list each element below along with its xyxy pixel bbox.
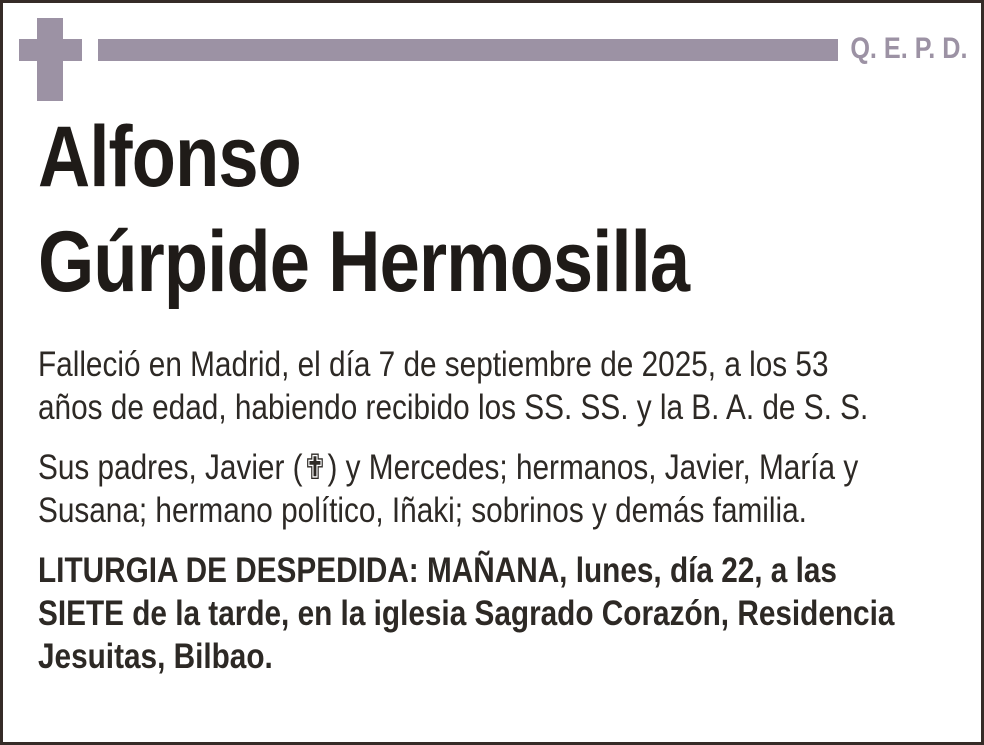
deceased-surnames: Gúrpide Hermosilla (38, 214, 690, 310)
death-notice-line-1: Falleció en Madrid, el día 7 de septiemb… (38, 345, 829, 384)
deceased-name: Alfonso Gúrpide Hermosilla (38, 105, 690, 315)
obituary-body: Falleció en Madrid, el día 7 de septiemb… (38, 343, 965, 695)
liturgy-line-1: LITURGIA DE DESPEDIDA: MAÑANA, lunes, dí… (38, 551, 837, 590)
header-rule (98, 39, 838, 61)
death-notice-paragraph: Falleció en Madrid, el día 7 de septiemb… (38, 343, 965, 429)
death-notice-line-2: años de edad, habiendo recibido los SS. … (38, 388, 869, 427)
family-paragraph: Sus padres, Javier (✟) y Mercedes; herma… (38, 446, 965, 532)
deceased-first-name: Alfonso (38, 109, 302, 205)
qepd-label: Q. E. P. D. (849, 32, 967, 65)
liturgy-paragraph: LITURGIA DE DESPEDIDA: MAÑANA, lunes, dí… (38, 549, 965, 678)
liturgy-line-2: SIETE de la tarde, en la iglesia Sagrado… (38, 594, 895, 633)
family-line-2: Susana; hermano político, Iñaki; sobrino… (38, 491, 807, 530)
liturgy-line-3: Jesuitas, Bilbao. (38, 637, 273, 676)
cross-horizontal-bar (19, 39, 82, 61)
family-line-1: Sus padres, Javier (✟) y Mercedes; herma… (38, 448, 859, 487)
